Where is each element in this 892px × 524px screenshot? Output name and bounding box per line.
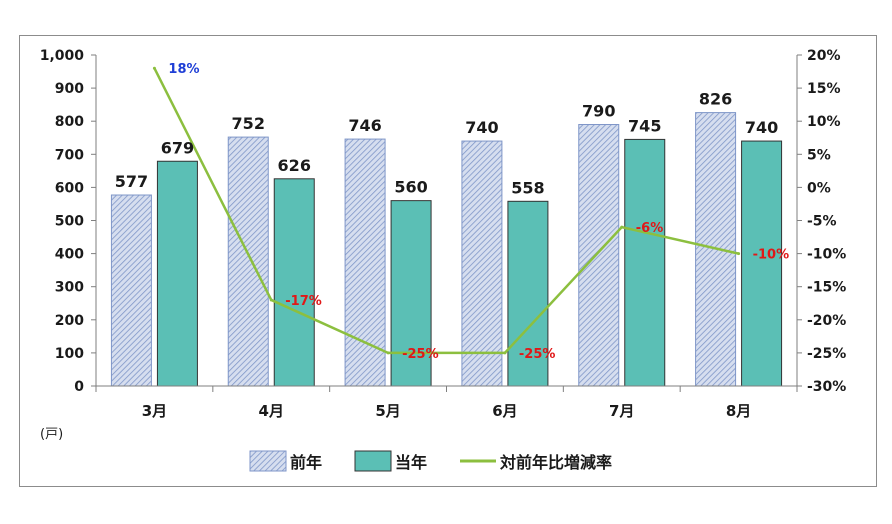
bar-prev <box>227 136 269 387</box>
rate-point <box>152 66 156 70</box>
y-tick-label: 900 <box>55 81 84 97</box>
x-tick-label: 4月 <box>259 402 284 420</box>
bar-curr <box>624 138 666 387</box>
bar-label-prev: 826 <box>699 90 732 109</box>
bar-label-curr: 679 <box>161 138 194 157</box>
y2-tick-label: -25% <box>807 346 846 362</box>
unit-label: (戸) <box>40 427 63 442</box>
y2-tick-label: -5% <box>807 214 837 230</box>
y2-tick-label: -10% <box>807 247 846 263</box>
bar-prev <box>461 140 503 387</box>
rate-label: -25% <box>402 347 439 362</box>
rate-point <box>737 252 741 256</box>
legend-swatch-curr <box>354 450 392 472</box>
legend-label-prev: 前年 <box>290 453 322 472</box>
rate-point <box>503 351 507 355</box>
bar-prev <box>110 194 152 387</box>
rate-label: -25% <box>519 347 556 362</box>
y-tick-label: 300 <box>55 280 84 296</box>
bar-label-curr: 560 <box>394 178 427 197</box>
bar-label-prev: 752 <box>232 114 265 133</box>
bar-prev <box>578 124 620 387</box>
bar-label-prev: 790 <box>582 102 615 121</box>
bar-label-curr: 745 <box>628 116 661 135</box>
y-tick-label: 700 <box>55 147 84 163</box>
x-tick-label: 6月 <box>492 402 517 420</box>
rate-label: -17% <box>285 294 322 309</box>
y-tick-label: 1,000 <box>40 48 85 64</box>
y-tick-label: 100 <box>55 346 84 362</box>
bar-curr <box>156 160 198 387</box>
rate-label: -6% <box>636 221 663 236</box>
bar-label-prev: 740 <box>465 118 498 137</box>
rate-label: 18% <box>168 62 199 77</box>
rate-point <box>386 351 390 355</box>
y2-tick-label: 20% <box>807 48 841 64</box>
y-tick-label: 400 <box>55 247 84 263</box>
rate-point <box>620 225 624 229</box>
y2-tick-label: 15% <box>807 81 841 97</box>
bar-label-prev: 577 <box>115 172 148 191</box>
bar-label-curr: 626 <box>278 156 311 175</box>
bar-curr <box>741 140 783 387</box>
rate-point <box>269 298 273 302</box>
legend: 前年 当年 対前年比増減率 <box>249 450 612 472</box>
y2-tick-label: -30% <box>807 379 846 395</box>
bar-label-prev: 746 <box>348 116 381 135</box>
y2-tick-label: 0% <box>807 180 831 196</box>
bar-curr <box>273 178 315 387</box>
y2-tick-label: -20% <box>807 313 846 329</box>
bar-prev <box>344 138 386 387</box>
y-tick-label: 800 <box>55 114 84 130</box>
y2-tick-label: -15% <box>807 280 846 296</box>
x-tick-label: 8月 <box>726 402 751 420</box>
bar-curr <box>507 200 549 387</box>
bar-label-curr: 558 <box>511 178 544 197</box>
bar-label-curr: 740 <box>745 118 778 137</box>
rate-label: -10% <box>753 248 790 263</box>
y-tick-label: 200 <box>55 313 84 329</box>
legend-swatch-prev <box>249 450 287 472</box>
rate-line <box>153 67 739 355</box>
y2-tick-label: 5% <box>807 147 831 163</box>
legend-label-line: 対前年比増減率 <box>499 453 612 472</box>
x-tick-label: 5月 <box>375 402 400 420</box>
bar-curr <box>390 200 432 387</box>
y-tick-label: 0 <box>74 379 84 395</box>
legend-label-curr: 当年 <box>395 453 427 472</box>
y-tick-label: 600 <box>55 180 84 196</box>
x-tick-label: 3月 <box>142 402 167 420</box>
y-tick-label: 500 <box>55 214 84 230</box>
y2-tick-label: 10% <box>807 114 841 130</box>
x-tick-label: 7月 <box>609 402 634 420</box>
